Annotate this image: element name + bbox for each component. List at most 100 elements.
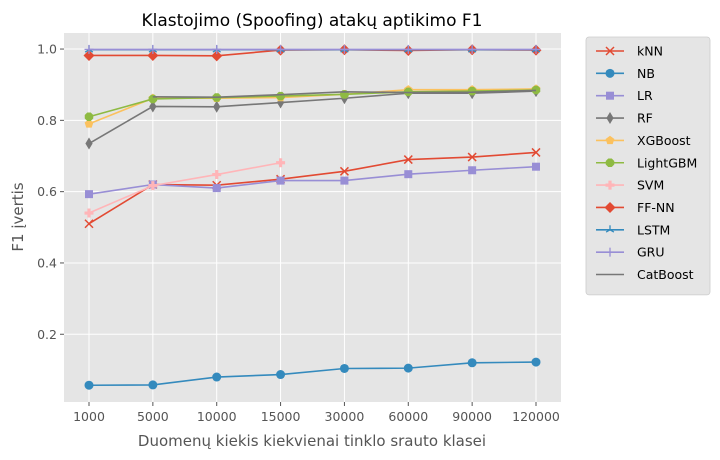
data-point [276,158,286,168]
data-point [605,158,615,167]
x-axis-ticks: 1000 5000 10000 15000 30000 60000 90000 120000 [73,402,560,424]
data-point [212,170,222,180]
data-point [84,119,94,128]
data-point [605,135,615,145]
legend-label: LightGBM [637,155,697,170]
data-point [467,86,477,96]
y-tick-label: 0.2 [37,327,57,342]
data-point [606,91,614,100]
data-point [605,68,615,78]
data-point [212,44,222,54]
data-point [83,49,95,61]
data-point [212,372,222,382]
data-point [339,363,349,373]
data-point [403,44,413,54]
data-point [339,166,349,176]
data-point [148,380,158,390]
data-point [604,201,616,213]
y-tick-label: 0.6 [37,184,57,199]
legend-label: NB [637,66,655,81]
data-point [606,112,614,125]
series-catboost [152,89,537,98]
series-gru [84,44,541,54]
data-point [149,100,157,113]
data-point [605,180,615,190]
series-line [88,89,537,118]
series-line [88,361,537,387]
legend-entry: RF [596,111,653,126]
chart-title: Klastojimo (Spoofing) atakų aptikimo F1 [142,11,483,31]
y-tick-label: 0.4 [37,255,57,270]
data-point [531,85,541,95]
data-point [531,147,541,157]
legend: kNN NB LR RF XGBoost LightGBM SVM FF-NN LSTM GRU C… [585,36,711,296]
series-line [88,90,537,145]
data-point [84,44,94,54]
series-line [152,89,537,98]
plot-area [64,33,561,402]
legend-label: FF-NN [637,200,675,215]
x-axis-label: Duomenų kiekis kiekvienai tinklo srauto … [138,432,486,450]
x-tick-label: 10000 [197,409,237,424]
data-point [148,94,158,104]
data-point [85,137,93,150]
y-axis-label: F1 įvertis [9,182,27,251]
legend-entry: FF-NN [596,200,675,215]
legend-label: SVM [637,178,664,193]
y-axis-ticks: 0.2 0.4 0.6 0.8 1.0 [37,42,64,342]
x-tick-label: 15000 [261,409,301,424]
data-point [211,50,223,62]
legend-entry: kNN [596,44,663,59]
data-point [531,44,541,54]
data-point [467,152,477,162]
legend-entry: SVM [596,178,664,193]
data-point [84,208,94,218]
data-point [276,44,286,54]
x-tick-label: 90000 [452,409,492,424]
data-point [605,225,615,233]
data-point [276,91,285,101]
data-point [84,112,94,122]
x-tick-label: 1000 [73,409,105,424]
series-lines [83,44,542,390]
legend-label: RF [637,111,653,126]
data-point [212,184,221,193]
series-line [88,161,281,214]
series-lightgbm [84,85,541,122]
data-point [84,380,94,390]
data-point [467,358,477,368]
legend-entry: LR [596,88,653,103]
data-point [531,357,541,367]
legend-entry: XGBoost [596,133,691,148]
legend-entry: LSTM [596,222,670,237]
x-tick-label: 5000 [137,409,169,424]
x-tick-label: 120000 [512,409,560,424]
legend-label: LR [637,88,653,103]
data-point [467,44,477,54]
data-point [404,170,413,179]
data-point [276,176,285,185]
legend-entry: GRU [596,245,665,260]
data-point [148,181,158,191]
data-point [403,155,413,165]
data-point [213,100,221,113]
data-point [339,44,349,54]
legend-label: GRU [637,245,665,260]
x-tick-label: 30000 [325,409,365,424]
legend-label: CatBoost [637,267,694,282]
series-nb [84,357,541,390]
data-point [532,162,540,171]
data-point [340,176,349,185]
data-point [148,44,158,54]
legend-label: LSTM [637,222,670,237]
y-tick-label: 0.8 [37,113,57,128]
legend-entry: LightGBM [596,155,697,170]
data-point [147,49,159,61]
data-point [403,363,413,373]
legend-entry: NB [596,66,655,81]
legend-label: kNN [637,44,663,59]
series-line [88,165,537,195]
data-point [468,166,477,175]
x-tick-label: 60000 [388,409,428,424]
